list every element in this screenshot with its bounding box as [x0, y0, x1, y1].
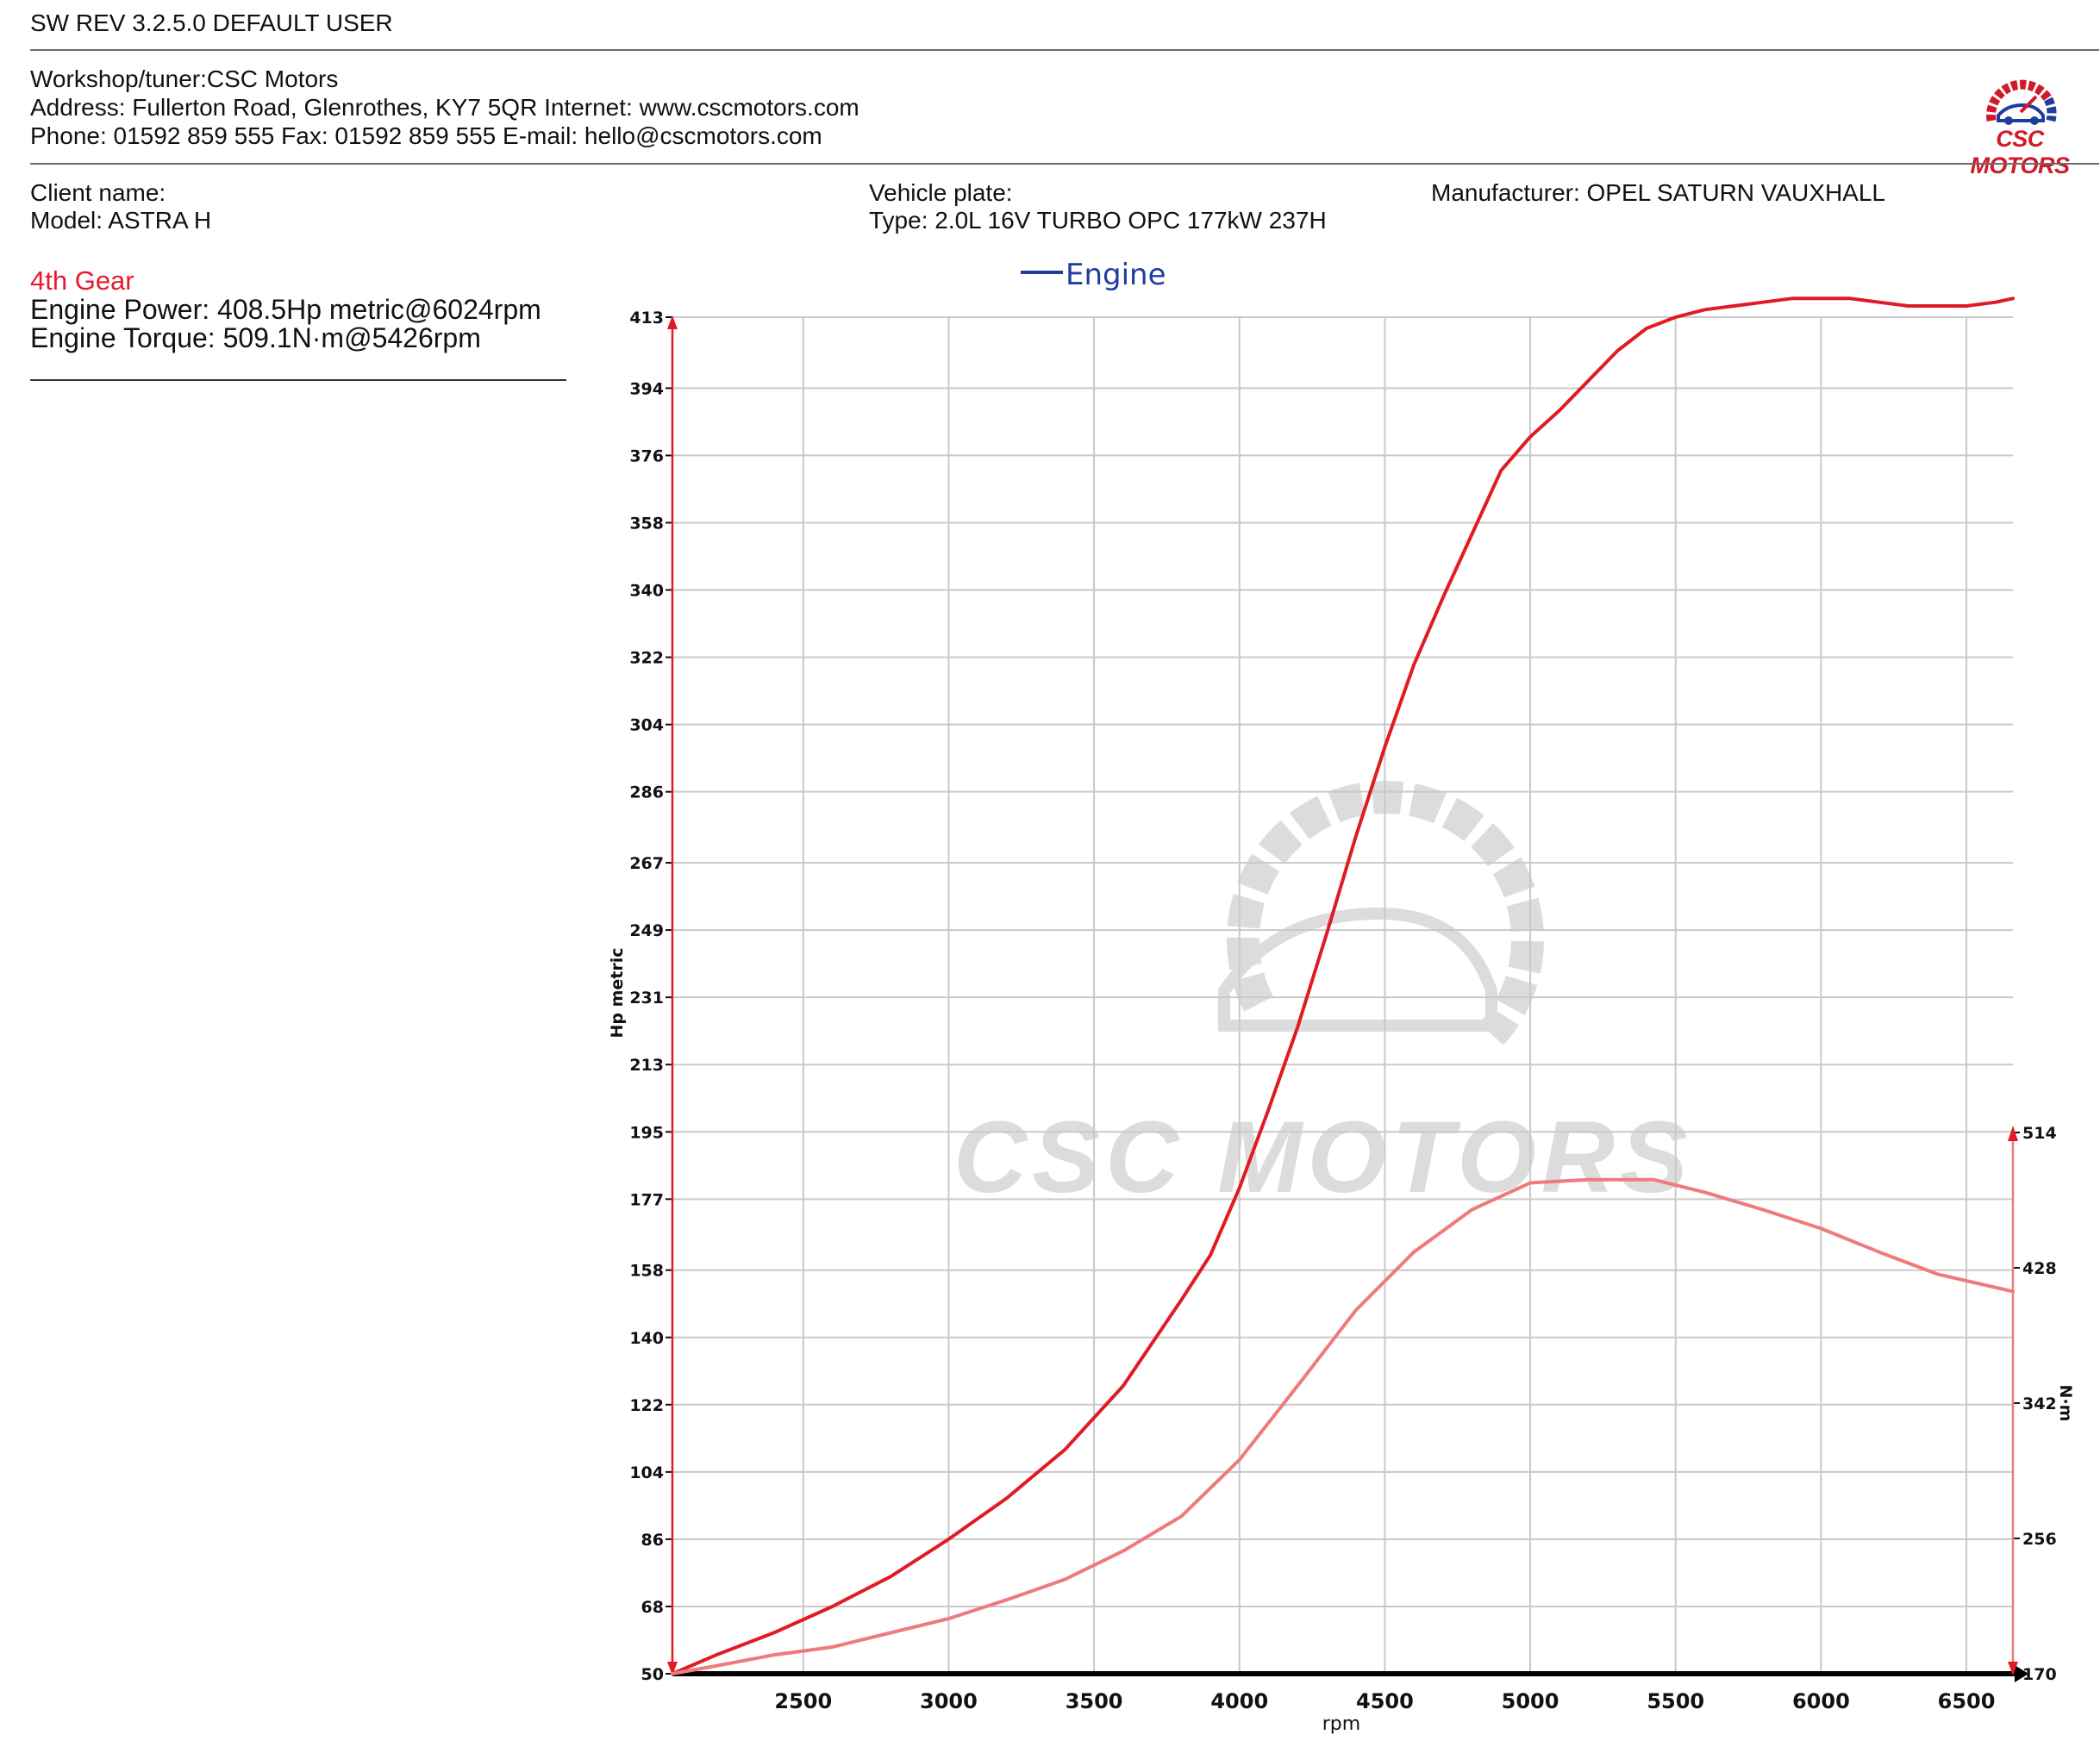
x-tick-label-4000: 4000 — [1210, 1689, 1268, 1713]
y-tick-label-177: 177 — [629, 1190, 664, 1209]
y-tick-label-304: 304 — [629, 716, 664, 735]
y-tick-label-213: 213 — [629, 1056, 664, 1075]
csc-motors-watermark: CSC MOTORS — [953, 781, 1693, 1214]
y-tick-label-86: 86 — [641, 1531, 664, 1550]
y-tick-label-104: 104 — [629, 1463, 664, 1482]
client-name-label: Client name: — [30, 179, 166, 206]
logo-wordmark: CSC MOTORS — [1970, 126, 2070, 178]
y-tick-label-68: 68 — [641, 1598, 664, 1617]
watermark-text: CSC MOTORS — [953, 1101, 1693, 1214]
y2-tick-label-170: 170 — [2022, 1665, 2057, 1684]
torque-curve — [671, 1177, 2015, 1675]
chart-axes — [666, 315, 2028, 1682]
y-axis-arrow-right — [2008, 1126, 2018, 1141]
speedometer-car-icon — [1986, 79, 2057, 125]
gear-label: 4th Gear — [30, 265, 134, 296]
engine-torque-result: Engine Torque: 509.1N·m@5426rpm — [30, 322, 481, 353]
y-tick-label-195: 195 — [629, 1123, 664, 1142]
power-curve — [671, 296, 2015, 1675]
x-tick-label-4500: 4500 — [1356, 1689, 1414, 1713]
y-tick-label-158: 158 — [629, 1262, 664, 1281]
y-tick-label-267: 267 — [629, 854, 664, 873]
results-divider — [30, 379, 566, 381]
engine-power-result: Engine Power: 408.5Hp metric@6024rpm — [30, 294, 541, 325]
x-tick-label-3500: 3500 — [1066, 1689, 1123, 1713]
y-tick-label-322: 322 — [629, 649, 664, 668]
csc-motors-logo: CSC MOTORS — [1947, 60, 2093, 178]
legend-label-engine: Engine — [1066, 258, 1166, 292]
chart-series — [671, 296, 2015, 1675]
y-axis-arrow-left — [667, 315, 678, 329]
y-axis-arrow-right-bottom — [2008, 1662, 2018, 1675]
x-tick-label-3000: 3000 — [920, 1689, 978, 1713]
y-tick-label-394: 394 — [629, 379, 664, 398]
workshop-address: Address: Fullerton Road, Glenrothes, KY7… — [30, 94, 859, 121]
x-axis-arrow — [2015, 1665, 2028, 1682]
workshop-contact: Phone: 01592 859 555 Fax: 01592 859 555 … — [30, 122, 822, 149]
x-tick-label-6500: 6500 — [1938, 1689, 1996, 1713]
header-divider — [30, 49, 2099, 51]
y-tick-label-140: 140 — [629, 1329, 664, 1348]
y-axis-title-left: Hp metric — [608, 947, 627, 1038]
y2-tick-label-428: 428 — [2022, 1259, 2057, 1278]
chart-tick-labels: 50 68 86 104 122 140 158 177 195 213 231 249 267 286 3… — [629, 309, 2056, 1713]
y-tick-label-413: 413 — [629, 309, 664, 328]
y2-tick-label-514: 514 — [2022, 1124, 2057, 1143]
x-tick-label-5500: 5500 — [1647, 1689, 1704, 1713]
contact-divider — [30, 163, 2099, 165]
x-tick-label-6000: 6000 — [1792, 1689, 1850, 1713]
y2-tick-label-342: 342 — [2022, 1394, 2057, 1413]
vehicle-plate-label: Vehicle plate: — [869, 179, 1013, 206]
chart-legend: Engine — [1021, 258, 1166, 292]
x-tick-label-5000: 5000 — [1502, 1689, 1559, 1713]
y-axis-title-right: N·m — [2056, 1385, 2075, 1422]
y-tick-label-340: 340 — [629, 582, 664, 601]
y-tick-label-358: 358 — [629, 514, 664, 533]
y-tick-label-122: 122 — [629, 1396, 664, 1415]
vehicle-type: Type: 2.0L 16V TURBO OPC 177kW 237H — [869, 207, 1327, 234]
x-axis-title: rpm — [1322, 1713, 1360, 1735]
x-tick-label-2500: 2500 — [774, 1689, 832, 1713]
y-tick-label-376: 376 — [629, 446, 664, 465]
y-tick-label-231: 231 — [629, 989, 664, 1008]
vehicle-manufacturer: Manufacturer: OPEL SATURN VAUXHALL — [1431, 179, 1885, 206]
y-tick-label-50: 50 — [641, 1665, 664, 1684]
vehicle-model: Model: ASTRA H — [30, 207, 212, 234]
chart-grid — [672, 316, 2013, 1675]
software-revision: SW REV 3.2.5.0 DEFAULT USER — [30, 9, 393, 36]
y-axis-arrow-left-bottom — [667, 1662, 678, 1675]
y-tick-label-286: 286 — [629, 783, 664, 802]
y2-tick-label-256: 256 — [2022, 1530, 2057, 1549]
y-tick-label-249: 249 — [629, 921, 664, 940]
workshop-name: Workshop/tuner:CSC Motors — [30, 66, 339, 92]
